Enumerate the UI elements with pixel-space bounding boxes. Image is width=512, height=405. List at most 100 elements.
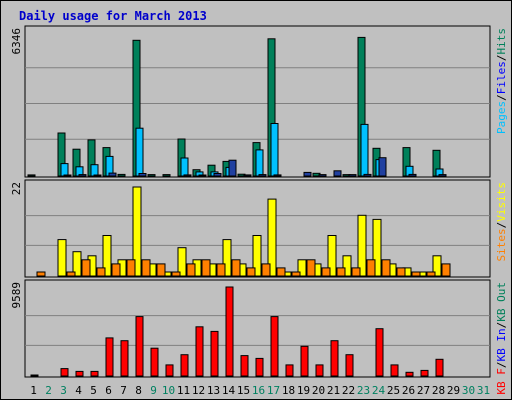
bar-files-day-3	[60, 163, 69, 177]
bar-kb_f-day-19	[300, 345, 309, 377]
bar-pages-day-5	[93, 174, 102, 177]
bar-visits-day-22	[342, 255, 352, 277]
bar-kb_f-day-1	[30, 374, 39, 377]
chart-panels: 6346Pages/Files/Hits22Sites/Visits9589KB…	[10, 25, 508, 395]
bar-pages-day-14	[228, 159, 237, 177]
legend-entry: Visits	[495, 182, 508, 222]
bar-kb_f-day-22	[345, 354, 354, 377]
axis-max-label: 6346	[10, 28, 23, 55]
bar-kb_f-day-3	[60, 368, 69, 377]
panel-frame	[24, 179, 491, 278]
x-tick-label-7: 7	[120, 384, 127, 397]
panel-frame	[24, 25, 491, 178]
panel-legend: KB F/KB In/KB Out	[495, 282, 508, 395]
bar-files-day-23	[360, 123, 369, 177]
bar-kb_f-day-10	[165, 364, 174, 377]
bar-visits-day-11	[177, 247, 187, 277]
legend-entry: /	[495, 222, 508, 229]
bar-kb_f-day-13	[210, 330, 219, 377]
bar-visits-day-23	[357, 214, 367, 277]
x-tick-label-24: 24	[372, 384, 386, 397]
x-tick-label-29: 29	[447, 384, 460, 397]
bar-pages-day-28	[438, 174, 447, 177]
bar-sites-day-6	[111, 263, 121, 277]
bar-visits-day-16	[252, 235, 262, 277]
x-tick-label-30: 30	[462, 384, 475, 397]
legend-entry: /	[495, 94, 508, 101]
bar-kb_f-day-6	[105, 337, 114, 377]
panel-legend: Sites/Visits	[495, 182, 508, 262]
bar-kb_f-day-28	[435, 358, 444, 377]
x-tick-label-15: 15	[237, 384, 250, 397]
bar-sites-day-26	[411, 271, 421, 277]
bar-pages-day-12	[198, 174, 207, 177]
bar-pages-day-16	[258, 174, 267, 177]
x-tick-label-11: 11	[177, 384, 190, 397]
bar-sites-day-13	[216, 263, 226, 277]
bar-sites-day-18	[291, 271, 301, 277]
x-tick-label-21: 21	[327, 384, 340, 397]
legend-entry: Pages	[495, 101, 508, 134]
x-tick-label-28: 28	[432, 384, 445, 397]
bar-kb_f-day-14	[225, 286, 234, 377]
bar-kb_f-day-11	[180, 354, 189, 377]
panel-legend: Pages/Files/Hits	[495, 28, 508, 134]
bar-hits-day-7	[117, 173, 126, 177]
bar-pages-day-15	[243, 174, 252, 177]
bar-kb_f-day-7	[120, 340, 129, 377]
bar-sites-day-22	[351, 267, 361, 277]
bar-visits-day-17	[267, 198, 277, 277]
bar-sites-day-20	[321, 267, 331, 277]
x-tick-label-22: 22	[342, 384, 355, 397]
panel-2: 22 Sites/Visits	[10, 179, 508, 278]
bar-sites-day-1	[36, 271, 46, 277]
bar-hits-day-1	[27, 174, 36, 177]
bar-files-day-17	[270, 123, 279, 177]
bar-pages-day-13	[213, 173, 222, 177]
x-tick-label-27: 27	[417, 384, 430, 397]
x-tick-label-4: 4	[75, 384, 82, 397]
bar-visits-day-6	[102, 235, 112, 277]
bar-kb_f-day-5	[90, 370, 99, 377]
bar-sites-day-9	[156, 263, 166, 277]
bar-sites-day-15	[246, 267, 256, 277]
bar-sites-day-21	[336, 267, 346, 277]
bar-kb_f-day-17	[270, 316, 279, 377]
bar-pages-day-3	[63, 174, 72, 177]
panel-1: 6346 Pages/Files/Hits	[10, 25, 508, 178]
axis-max-label: 22	[10, 182, 23, 195]
bar-kb_f-day-18	[285, 364, 294, 377]
x-tick-label-23: 23	[357, 384, 370, 397]
bar-kb_f-day-24	[375, 328, 384, 377]
bar-pages-day-22	[348, 174, 357, 177]
bar-pages-day-8	[138, 173, 147, 177]
legend-entry: /	[495, 322, 508, 329]
x-tick-label-19: 19	[297, 384, 310, 397]
bar-files-day-16	[255, 149, 264, 177]
x-tick-label-1: 1	[30, 384, 37, 397]
legend-entry: /	[495, 55, 508, 62]
x-tick-label-31: 31	[477, 384, 490, 397]
bar-visits-day-4	[72, 251, 82, 277]
bar-kb_f-day-21	[330, 340, 339, 377]
bar-kb_f-day-9	[150, 347, 159, 377]
bar-sites-day-17	[276, 267, 286, 277]
bar-visits-day-21	[327, 235, 337, 277]
legend-entry: KB F	[495, 368, 508, 395]
x-tick-label-13: 13	[207, 384, 220, 397]
bar-kb_f-day-8	[135, 316, 144, 377]
bar-pages-day-23	[363, 173, 372, 177]
bar-sites-day-10	[171, 271, 181, 277]
x-tick-label-10: 10	[162, 384, 175, 397]
bar-kb_f-day-15	[240, 355, 249, 377]
bar-sites-day-3	[66, 271, 76, 277]
panel-frame	[24, 279, 491, 378]
bar-sites-day-4	[81, 259, 91, 277]
x-tick-label-5: 5	[90, 384, 97, 397]
bar-sites-day-12	[201, 259, 211, 277]
bar-sites-day-11	[186, 263, 196, 277]
bar-visits-day-14	[222, 239, 232, 277]
bar-kb_f-day-20	[315, 364, 324, 377]
